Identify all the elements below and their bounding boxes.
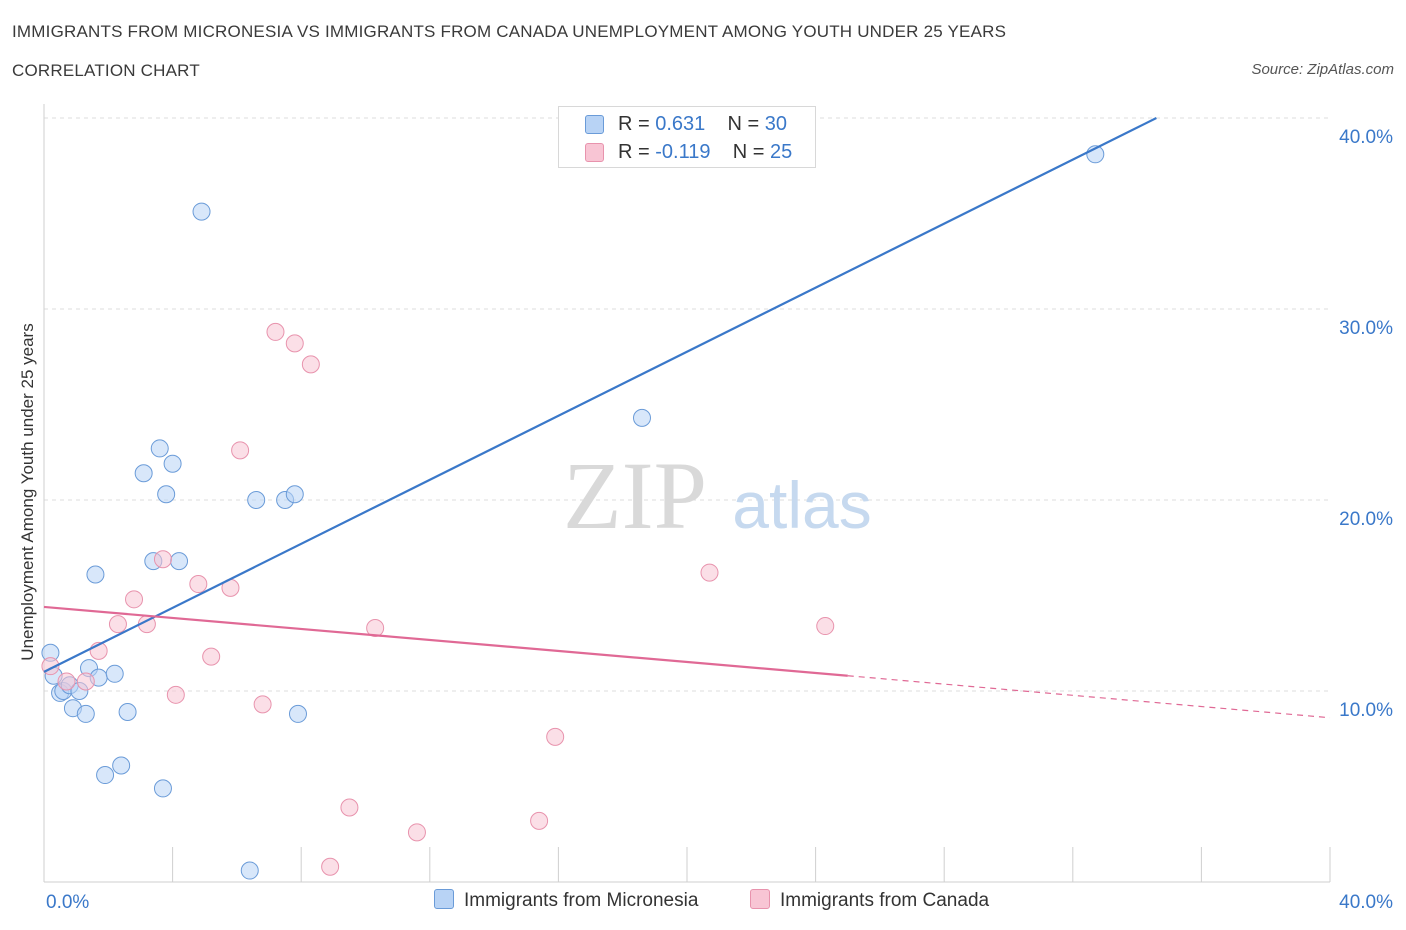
canada-point (366, 618, 385, 637)
bottom-legend-swatch-canada (750, 889, 770, 909)
watermark: ZIP atlas (563, 442, 872, 549)
canada-point (700, 563, 719, 582)
axes (43, 104, 1331, 883)
canada-trend-extension (847, 675, 1331, 719)
canada-point (407, 823, 426, 842)
canada-point (546, 727, 565, 746)
canada-point (816, 617, 835, 636)
bottom-legend-label-micronesia: Immigrants from Micronesia (464, 890, 699, 911)
canada-trend-line (43, 605, 848, 677)
canada-point (301, 355, 320, 374)
micronesia-point (157, 485, 176, 504)
micronesia-trend-line (43, 117, 1157, 673)
micronesia-point (632, 408, 651, 427)
canada-point (166, 685, 185, 704)
legend-swatch-canada (585, 143, 604, 162)
micronesia-point (153, 779, 172, 798)
canada-point (340, 798, 359, 817)
micronesia-point (105, 664, 124, 683)
micronesia-point (76, 704, 95, 723)
micronesia-point (112, 756, 131, 775)
micronesia-point (150, 439, 169, 458)
micronesia-point (163, 454, 182, 473)
canada-point (125, 590, 144, 609)
data-points (41, 145, 1105, 880)
watermark-atlas: atlas (732, 468, 871, 542)
canada-point (321, 857, 340, 876)
legend-swatch-micronesia (585, 115, 604, 134)
source-label: Source: ZipAtlas.com (1251, 61, 1394, 78)
y-tick-label: 30.0% (1339, 318, 1393, 339)
canada-point (285, 334, 304, 353)
tick-labels: 10.0% 20.0% 30.0% 40.0% 0.0% 40.0% (46, 127, 1393, 913)
trend-lines (43, 117, 1331, 719)
canada-point (530, 811, 549, 830)
canada-point (153, 550, 172, 569)
chart-subtitle: CORRELATION CHART (12, 61, 200, 80)
legend-n-value-micronesia: 30 (764, 113, 788, 135)
canada-point (202, 647, 221, 666)
legend-n-label: N = (727, 113, 765, 135)
bottom-legend-canada: Immigrants from Canada (750, 889, 989, 912)
legend-n-value-canada: 25 (769, 141, 793, 163)
legend-r-value-canada: -0.119 (655, 141, 711, 163)
chart-title: IMMIGRANTS FROM MICRONESIA VS IMMIGRANTS… (12, 22, 1007, 41)
y-axis-label: Unemployment Among Youth under 25 years (18, 323, 37, 661)
grid-lines (44, 117, 1330, 692)
correlation-legend: R = 0.631 N = 30 R = -0.119 N = 25 (558, 106, 816, 168)
y-tick-label: 10.0% (1339, 700, 1393, 721)
canada-point (189, 575, 208, 594)
x-tick-label: 0.0% (46, 892, 89, 913)
canada-point (253, 695, 272, 714)
micronesia-point (192, 202, 211, 221)
canada-point (266, 322, 285, 341)
bottom-legend-swatch-micronesia (434, 889, 454, 909)
canada-point (76, 672, 95, 691)
micronesia-point (240, 861, 259, 880)
micronesia-point (134, 464, 153, 483)
micronesia-point (285, 485, 304, 504)
micronesia-point (170, 552, 189, 571)
legend-r-value-micronesia: 0.631 (655, 113, 706, 135)
micronesia-point (118, 703, 137, 722)
legend-r-label: R = (618, 141, 656, 163)
micronesia-point (96, 766, 115, 785)
bottom-legend-micronesia: Immigrants from Micronesia (434, 889, 698, 912)
canada-point (231, 441, 250, 460)
micronesia-point (86, 565, 105, 584)
y-tick-label: 40.0% (1339, 127, 1393, 148)
micronesia-point (288, 704, 307, 723)
legend-n-label: N = (732, 141, 770, 163)
legend-r-label: R = (618, 113, 656, 135)
micronesia-point (247, 491, 266, 509)
canada-point (108, 615, 127, 634)
x-tick-label: 40.0% (1339, 892, 1393, 913)
canada-point (57, 672, 76, 691)
bottom-legend-label-canada: Immigrants from Canada (780, 890, 990, 911)
watermark-zip: ZIP (563, 442, 707, 549)
y-tick-label: 20.0% (1339, 509, 1393, 530)
